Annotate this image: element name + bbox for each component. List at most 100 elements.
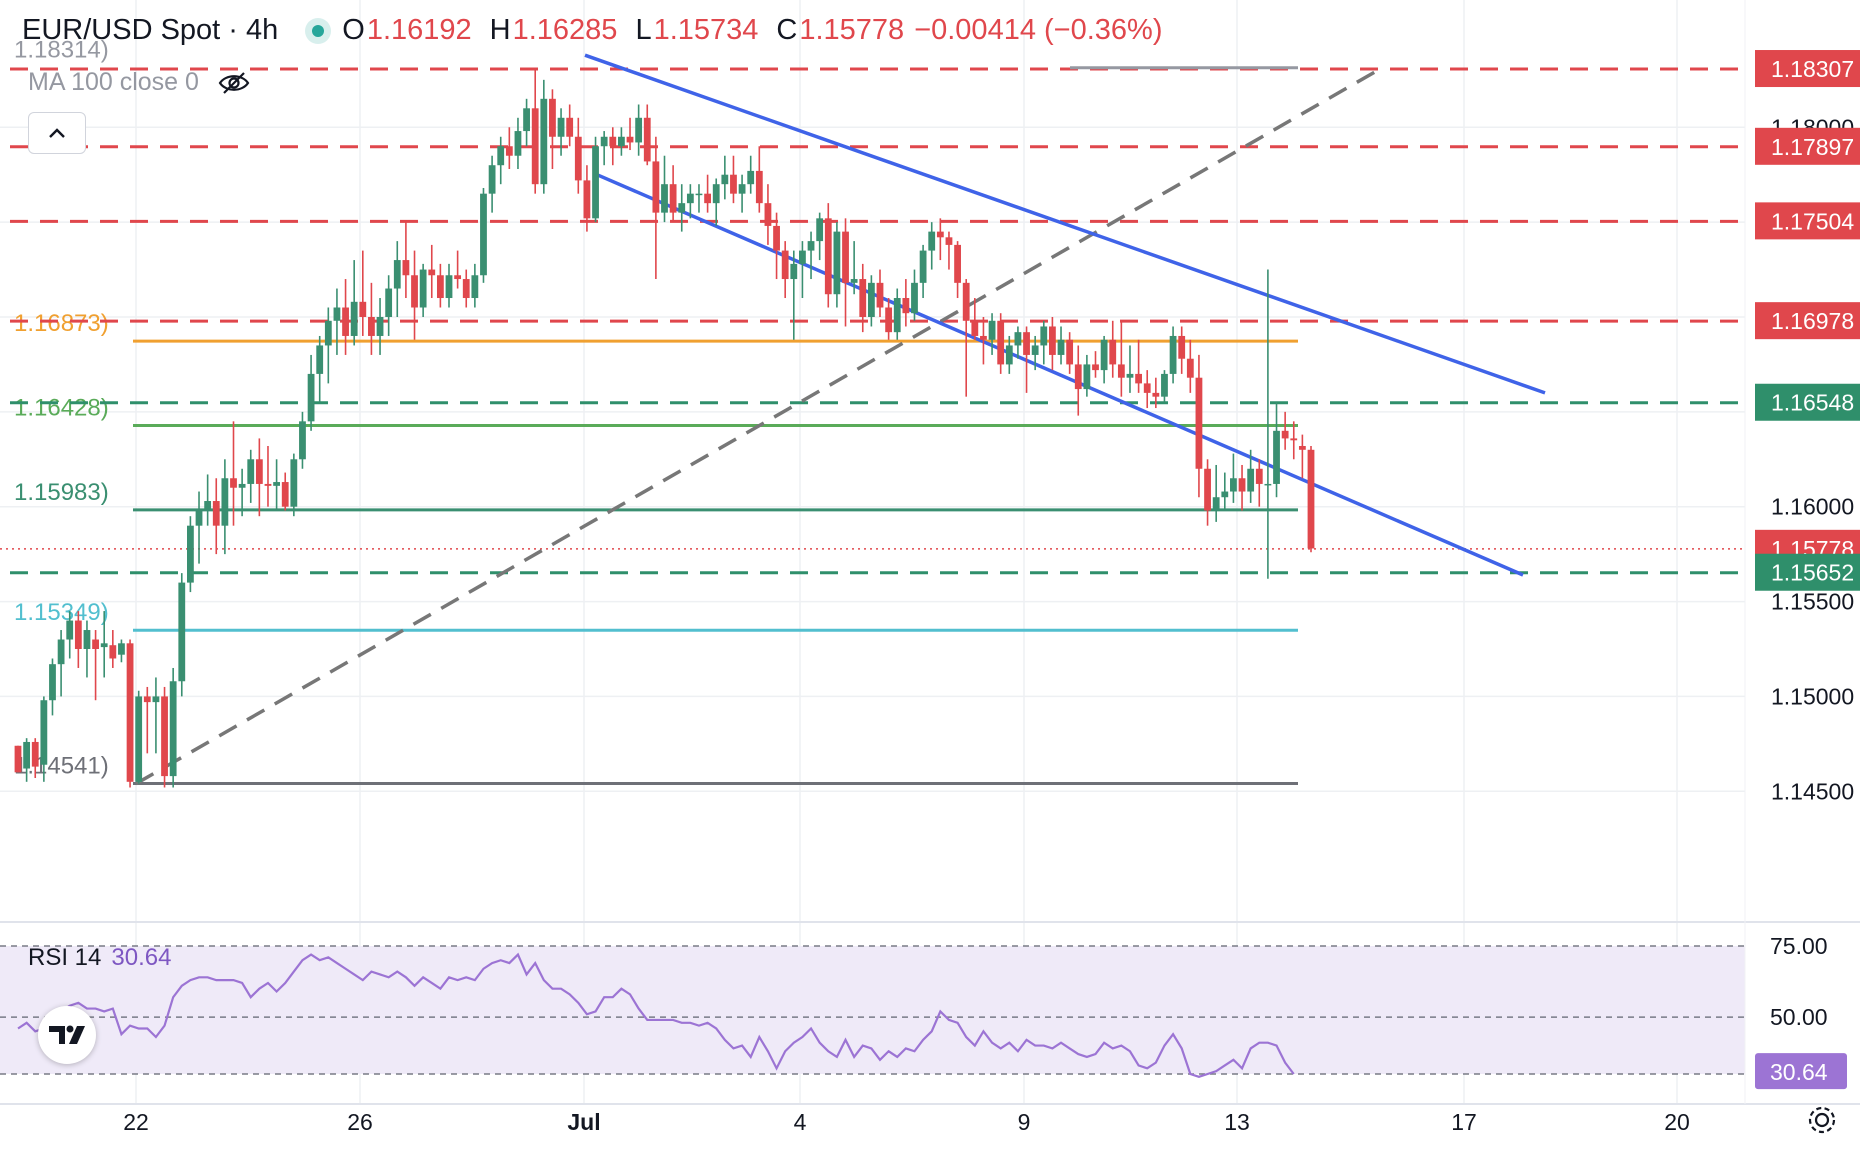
candle-body xyxy=(1255,468,1263,484)
candle-body xyxy=(635,117,643,143)
candle-body xyxy=(1212,497,1220,511)
candle-body xyxy=(609,136,617,147)
candle-body xyxy=(755,170,763,204)
candle-body xyxy=(893,298,901,333)
candle-body xyxy=(712,184,720,204)
price-tick-label: 1.16000 xyxy=(1771,494,1854,520)
candle-body xyxy=(799,250,806,264)
candle-body xyxy=(566,117,574,137)
candle-body xyxy=(264,483,272,486)
candle-body xyxy=(1161,373,1168,397)
tradingview-logo[interactable] xyxy=(38,1006,96,1064)
candle-body xyxy=(911,282,918,314)
candle-body xyxy=(704,193,711,204)
price-badge-label: 1.16978 xyxy=(1771,308,1854,334)
candle-body xyxy=(462,279,470,299)
candle-body xyxy=(212,501,220,526)
candle-body xyxy=(695,193,703,196)
candle-body xyxy=(238,483,246,488)
candle-body xyxy=(385,288,393,317)
candle-body xyxy=(592,146,599,219)
candle-body xyxy=(1152,392,1160,397)
symbol-title[interactable]: EUR/USD Spot · 4h xyxy=(22,14,279,46)
candle-body xyxy=(1143,383,1151,393)
candle-body xyxy=(773,225,780,251)
candle-body xyxy=(169,681,177,777)
candle-body xyxy=(471,275,479,299)
candle-body xyxy=(747,170,755,185)
candle-body xyxy=(419,269,427,308)
gear-icon[interactable] xyxy=(1806,1104,1838,1136)
candle-body xyxy=(376,316,384,336)
candle-body xyxy=(1273,430,1280,484)
candle-body xyxy=(781,250,789,280)
candle-body xyxy=(83,630,91,649)
candle-body xyxy=(514,131,522,156)
candle-body xyxy=(118,643,125,655)
candle-body xyxy=(454,275,462,280)
candle-body xyxy=(661,184,668,213)
candle-body xyxy=(1040,326,1048,346)
ma-legend[interactable]: MA 100 close 0 xyxy=(28,68,251,97)
candle-body xyxy=(100,643,108,648)
candle-body xyxy=(1247,468,1255,492)
candle-body xyxy=(1178,335,1186,359)
candle-body xyxy=(1169,335,1177,374)
candle-body xyxy=(195,510,203,526)
candle-body xyxy=(1221,491,1229,498)
time-tick-label: 13 xyxy=(1224,1109,1250,1135)
candle-body xyxy=(74,620,82,649)
candle-body xyxy=(1057,339,1065,355)
candle-body xyxy=(531,108,539,185)
candle-body xyxy=(885,307,893,333)
candle-body xyxy=(686,193,694,204)
eye-crossed-icon[interactable] xyxy=(217,70,251,96)
rsi-pane: 75.00 50.00 30.64 xyxy=(0,933,1847,1090)
rsi-label: RSI 14 xyxy=(28,944,102,971)
horizontal-levels xyxy=(0,67,1745,575)
time-tick-label: 22 xyxy=(123,1109,149,1135)
candle-body xyxy=(178,582,186,682)
channel-upper-line xyxy=(584,53,1546,395)
candle-body xyxy=(1204,468,1211,511)
candle-body xyxy=(135,696,143,782)
rsi-value: 30.64 xyxy=(111,944,172,971)
candle-body xyxy=(1066,339,1074,365)
rsi-value-badge xyxy=(1755,1053,1847,1090)
candle-body xyxy=(954,244,961,283)
candle-body xyxy=(1031,345,1039,355)
candle-body xyxy=(49,664,56,701)
high-value: 1.16285 xyxy=(512,14,618,46)
candle-body xyxy=(324,320,332,346)
candle-body xyxy=(255,459,263,484)
trend-lines xyxy=(135,53,1546,786)
candle-body xyxy=(1014,332,1022,346)
fib-label: 1.16428) xyxy=(14,395,109,422)
candle-body xyxy=(187,525,194,583)
candle-body xyxy=(23,741,31,769)
candle-body xyxy=(807,241,815,251)
candlestick-series xyxy=(14,70,1315,788)
candle-body xyxy=(505,146,513,156)
collapse-legend-button[interactable] xyxy=(28,112,86,154)
price-badge xyxy=(1755,50,1860,88)
candle-body xyxy=(583,180,591,219)
price-badge-label: 1.17897 xyxy=(1771,134,1854,160)
grid xyxy=(0,0,1745,1104)
candle-body xyxy=(936,231,944,238)
time-tick-label: 17 xyxy=(1451,1109,1477,1135)
candle-body xyxy=(1230,478,1237,492)
legend-header: EUR/USD Spot · 4h O 1.16192 H 1.16285 L 1.1… xyxy=(22,14,1163,47)
rsi-legend[interactable]: RSI 14 30.64 xyxy=(28,944,171,972)
candle-body xyxy=(428,269,436,276)
candle-body xyxy=(626,136,634,143)
candle-body xyxy=(1281,430,1289,439)
candle-body xyxy=(307,373,315,422)
candle-body xyxy=(436,275,444,299)
candle-body xyxy=(393,260,401,289)
rsi-axis-label: 75.00 xyxy=(1770,933,1828,959)
candle-body xyxy=(540,98,548,185)
ma-label: MA 100 close 0 xyxy=(28,68,199,96)
